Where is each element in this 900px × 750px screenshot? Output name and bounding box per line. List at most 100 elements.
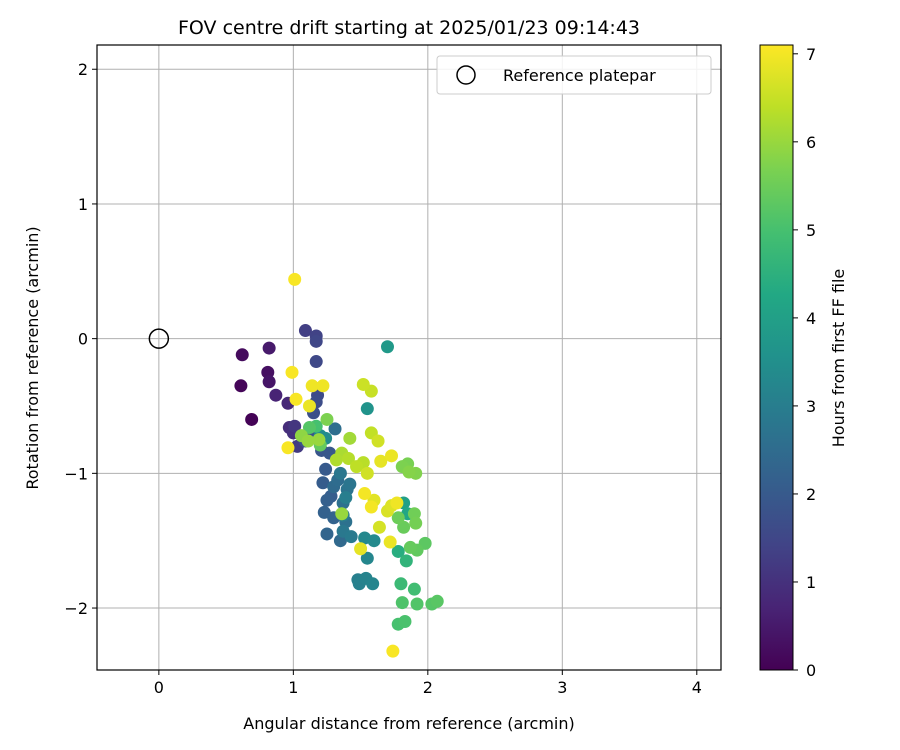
data-points [234, 272, 444, 658]
data-point [360, 402, 374, 416]
data-point [245, 412, 259, 426]
data-point [391, 544, 405, 558]
data-point [364, 500, 378, 514]
data-point [407, 582, 421, 596]
data-point [371, 434, 385, 448]
data-point [343, 431, 357, 445]
data-point [372, 520, 386, 534]
data-point [317, 505, 331, 519]
data-point [360, 466, 374, 480]
data-point [386, 644, 400, 658]
data-point [344, 530, 358, 544]
data-point [385, 449, 399, 463]
data-point [302, 399, 316, 413]
data-point [316, 476, 330, 490]
y-tick-label: −1 [64, 464, 88, 483]
data-point [374, 454, 388, 468]
colorbar-tick-label: 3 [806, 397, 816, 416]
data-point [383, 535, 397, 549]
colorbar-tick-label: 2 [806, 485, 816, 504]
data-point [358, 487, 372, 501]
reference-marker [148, 328, 170, 349]
chart-title: FOV centre drift starting at 2025/01/23 … [178, 17, 640, 39]
colorbar-label: Hours from first FF file [829, 269, 848, 448]
y-axis-ticks: −2 −1 0 1 2 [64, 60, 97, 618]
data-point [391, 511, 405, 525]
data-point [399, 554, 413, 568]
legend-label: Reference platepar [503, 66, 656, 85]
data-point [366, 577, 380, 591]
data-point [316, 379, 330, 393]
x-tick-label: 4 [692, 678, 702, 697]
legend: Reference platepar [436, 55, 712, 95]
colorbar-tick-label: 5 [806, 221, 816, 240]
data-point [403, 540, 417, 554]
data-point [312, 433, 326, 447]
data-point [397, 520, 411, 534]
legend-marker-icon [456, 65, 476, 85]
plot-frame [96, 44, 722, 671]
data-point [356, 377, 370, 391]
data-point [319, 462, 333, 476]
data-point [328, 422, 342, 436]
data-point [350, 460, 364, 474]
colorbar-tick-label: 7 [806, 45, 816, 64]
data-point [380, 340, 394, 354]
colorbar-ticks: 0 1 2 3 4 5 6 7 [793, 45, 816, 680]
data-point [395, 596, 409, 610]
y-axis-label: Rotation from reference (arcmin) [23, 226, 42, 489]
data-point [329, 453, 343, 467]
x-tick-label: 2 [423, 678, 433, 697]
data-point [410, 597, 424, 611]
reference-point [148, 328, 170, 349]
data-point [367, 534, 381, 548]
data-point [320, 412, 334, 426]
legend-box [436, 55, 712, 95]
data-point [262, 375, 276, 389]
x-axis-label: Angular distance from reference (arcmin) [243, 714, 574, 733]
x-tick-label: 3 [557, 678, 567, 697]
data-point [309, 334, 323, 348]
x-tick-label: 0 [154, 678, 164, 697]
data-point [409, 516, 423, 530]
colorbar-tick-label: 6 [806, 133, 816, 152]
y-tick-label: 0 [78, 330, 88, 349]
data-point [390, 496, 404, 510]
data-point [354, 542, 368, 556]
data-point [335, 507, 349, 521]
data-point [341, 452, 355, 466]
y-tick-label: 2 [78, 60, 88, 79]
data-point [343, 477, 357, 491]
data-point [398, 615, 412, 629]
x-tick-label: 1 [288, 678, 298, 697]
data-point [298, 324, 312, 338]
data-point [234, 379, 248, 393]
data-point [402, 465, 416, 479]
data-point [320, 527, 334, 541]
colorbar-tick-label: 4 [806, 309, 816, 328]
colorbar-tick-label: 1 [806, 573, 816, 592]
data-point [302, 421, 316, 435]
data-point [289, 392, 303, 406]
x-axis-ticks: 0 1 2 3 4 [154, 670, 702, 697]
y-tick-label: −2 [64, 599, 88, 618]
data-point [301, 434, 315, 448]
data-point [288, 272, 302, 286]
colorbar [759, 44, 794, 671]
data-point [269, 388, 283, 402]
data-point [333, 466, 347, 480]
data-point [339, 491, 353, 505]
data-point [360, 551, 374, 565]
data-point [262, 341, 276, 355]
data-point [394, 577, 408, 591]
data-point [288, 419, 302, 433]
data-point [235, 348, 249, 362]
data-point [285, 365, 299, 379]
colorbar-tick-label: 0 [806, 661, 816, 680]
data-point [430, 594, 444, 608]
data-point [281, 441, 295, 455]
data-point [309, 355, 323, 369]
y-tick-label: 1 [78, 195, 88, 214]
grid-lines [97, 45, 721, 670]
